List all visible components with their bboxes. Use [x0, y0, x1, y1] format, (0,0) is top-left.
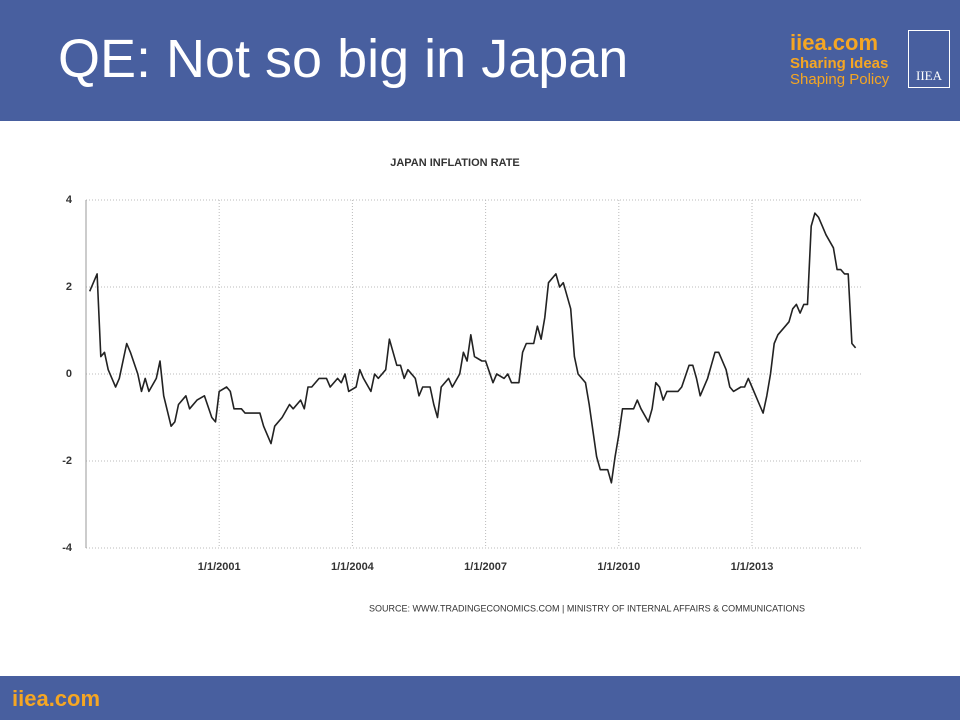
y-tick-label: -4: [62, 542, 73, 554]
x-tick-label: 1/1/2001: [198, 561, 241, 573]
footer-text: iiea.com: [12, 686, 101, 711]
y-tick-label: 4: [66, 194, 73, 206]
logo-site: iiea.com: [790, 30, 879, 55]
x-tick-label: 1/1/2010: [597, 561, 640, 573]
chart-title: JAPAN INFLATION RATE: [390, 157, 520, 169]
x-tick-label: 1/1/2004: [331, 561, 375, 573]
logo-mark: IIEA: [908, 30, 950, 88]
x-tick-label: 1/1/2013: [731, 561, 774, 573]
x-tick-label: 1/1/2007: [464, 561, 507, 573]
header-bar: QE: Not so big in Japan iiea.com Sharing…: [0, 0, 960, 121]
y-tick-label: 0: [66, 368, 72, 380]
footer-bar: iiea.com: [0, 676, 960, 720]
y-tick-label: -2: [62, 455, 72, 467]
line-series: [88, 212, 857, 484]
y-tick-label: 2: [66, 281, 72, 293]
chart: JAPAN INFLATION RATE SOURCE: WWW.TRADING…: [62, 157, 863, 613]
source: SOURCE: WWW.TRADINGECONOMICS.COM | MINIS…: [369, 603, 805, 613]
slide-title: QE: Not so big in Japan: [58, 29, 629, 89]
logo-tagline: Shaping Policy: [790, 71, 890, 88]
logo-text: IIEA: [916, 68, 942, 83]
logo-tagline: Sharing Ideas: [790, 55, 889, 72]
